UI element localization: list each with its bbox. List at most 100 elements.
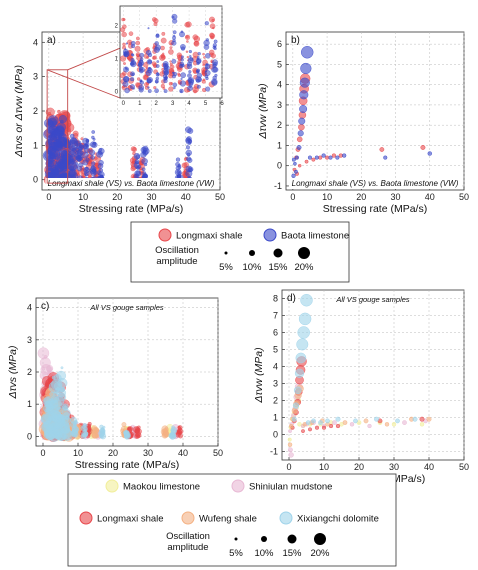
zoom-connector <box>46 69 121 99</box>
data-point <box>427 151 432 156</box>
inset-x-tick-label: 3 <box>171 101 175 107</box>
inset-data-point <box>184 22 190 28</box>
inset-data-point <box>155 76 159 81</box>
x-tick-label: 50 <box>215 192 225 202</box>
data-point <box>90 155 95 160</box>
data-point <box>53 153 58 158</box>
inset-x-tick-label: 0 <box>122 101 126 107</box>
inset-data-point <box>205 66 209 71</box>
data-point <box>142 150 146 154</box>
size-legend-dot <box>273 248 283 258</box>
data-point <box>162 430 169 438</box>
inset-data-point <box>172 71 178 77</box>
inset-data-point <box>180 58 184 62</box>
data-point <box>175 157 181 162</box>
data-point <box>78 162 84 168</box>
data-point <box>291 416 297 422</box>
inset-data-point <box>152 55 157 60</box>
legend-frame <box>67 473 397 567</box>
inset-data-point <box>138 87 144 93</box>
data-point <box>96 150 104 158</box>
data-point <box>57 109 61 114</box>
data-point <box>420 144 426 150</box>
inset-data-point <box>122 42 126 47</box>
inset-data-point <box>122 24 127 29</box>
inset-data-point <box>161 31 166 36</box>
inset-data-point <box>147 59 152 64</box>
inset-data-point <box>193 41 200 47</box>
legend-entry-label: Longmaxi shale <box>97 514 164 525</box>
x-tick-label: 40 <box>425 192 435 202</box>
data-point <box>84 173 88 177</box>
inset-data-point <box>211 66 218 73</box>
inset-data-point <box>186 55 189 59</box>
inset-data-point <box>145 66 149 69</box>
data-point <box>363 418 369 424</box>
inset-data-point <box>212 43 217 48</box>
y-tick-label: 3 <box>33 72 38 82</box>
y-tick-label: 0 <box>277 161 282 171</box>
inset-data-point <box>163 70 169 76</box>
inset-data-point <box>172 30 177 35</box>
data-point <box>141 167 146 172</box>
inset-data-point <box>196 84 201 89</box>
x-tick-label: 20 <box>354 462 364 472</box>
data-point <box>63 417 69 423</box>
inset-data-point <box>121 31 127 38</box>
x-tick-label: 0 <box>290 192 295 202</box>
inset-data-point <box>139 79 143 83</box>
inset-data-point <box>130 41 136 46</box>
inset-y-tick-label: 2 <box>115 24 119 30</box>
x-tick-label: 20 <box>356 192 366 202</box>
size-legend-dot <box>261 536 267 542</box>
inset-data-point <box>123 62 126 65</box>
data-layer <box>37 347 184 442</box>
data-point <box>342 153 347 158</box>
inset-data-point <box>137 62 143 68</box>
data-point <box>91 432 98 439</box>
x-tick-label: 20 <box>112 192 122 202</box>
data-point <box>185 145 190 150</box>
legend-entry-label: Maokou limestone <box>123 482 200 493</box>
data-point <box>293 169 298 174</box>
data-point <box>78 144 83 149</box>
y-tick-label: 1 <box>33 140 38 150</box>
y-tick-label: 1 <box>277 140 282 150</box>
inset-data-point <box>179 80 186 87</box>
inset-data-point <box>202 52 205 56</box>
data-point <box>291 407 298 414</box>
data-point <box>395 418 400 424</box>
x-tick-label: 40 <box>424 462 434 472</box>
data-point <box>321 425 327 430</box>
inset-data-point <box>156 60 160 63</box>
inset-data-point <box>205 53 211 59</box>
inset-data-point <box>135 82 140 87</box>
y-tick-label: 3 <box>27 335 32 345</box>
panel-d: 0 10 20 30 40 50 -1 0 1 2 3 4 5 6 7 8 d) All VS gouge sam… <box>253 289 469 485</box>
data-point <box>314 425 320 430</box>
data-point <box>125 434 130 438</box>
inset-data-point <box>179 88 184 94</box>
x-tick-label: 40 <box>178 448 188 458</box>
inset-data-point <box>189 57 194 62</box>
inset-data-point <box>160 45 165 51</box>
inset-data-point <box>135 40 140 46</box>
inset-data-point <box>139 52 145 58</box>
data-point <box>311 157 316 162</box>
data-point <box>178 171 182 175</box>
data-point <box>168 432 175 439</box>
data-point <box>299 77 310 88</box>
size-legend-label: 20% <box>310 548 330 559</box>
inset-data-point <box>122 81 129 87</box>
inset-data-point <box>196 70 200 74</box>
data-point <box>287 447 293 453</box>
legend-entry-label: Shiniulan mudstone <box>249 482 332 493</box>
y-tick-label: -1 <box>270 447 278 457</box>
panel-b: 0 10 20 30 40 50 -1 0 1 2 3 4 5 6 b) Longmaxi shale (VS… <box>257 31 469 215</box>
inset-data-point <box>152 17 157 22</box>
data-point <box>300 62 312 75</box>
inset-data-point <box>124 87 130 94</box>
data-point <box>82 423 87 427</box>
inset-data-point <box>134 45 141 52</box>
data-point <box>92 141 97 145</box>
